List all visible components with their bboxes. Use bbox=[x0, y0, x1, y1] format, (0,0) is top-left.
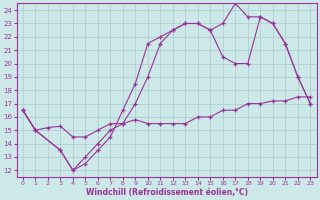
X-axis label: Windchill (Refroidissement éolien,°C): Windchill (Refroidissement éolien,°C) bbox=[85, 188, 248, 197]
